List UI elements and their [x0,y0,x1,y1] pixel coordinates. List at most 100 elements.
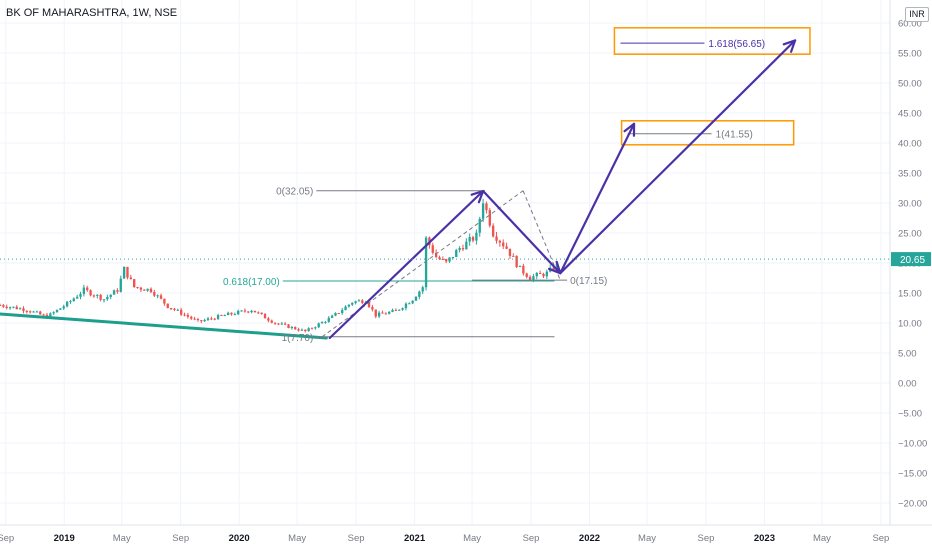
candle-body [226,312,230,316]
candle-body [216,315,220,320]
candle-body [75,296,79,299]
candle-body [196,319,200,321]
candle-body [401,308,404,310]
candle-body [5,306,8,309]
candle-body [538,273,542,275]
candle-body [471,237,475,241]
candle-body [324,321,327,323]
candle-body [515,255,518,267]
y-tick-label: 5.00 [898,349,917,360]
candle-body [273,322,277,324]
candle-body [163,298,166,304]
projection-arrow-3 [559,122,636,275]
candle-body [267,318,270,321]
candle-body [347,304,351,307]
fib-level-0-c-label: 0(17.15) [570,276,607,287]
currency-badge[interactable]: INR [905,7,929,22]
y-tick-label: −10.00 [898,439,927,450]
chart-grid [0,0,890,525]
candle-body [424,237,428,288]
candle-body [314,327,317,329]
candle-body [169,307,173,309]
y-tick-label: 10.00 [898,319,922,330]
candle-body [542,273,545,277]
candle-body [223,315,226,317]
candle-body [502,242,505,247]
candle-body [310,328,314,330]
candle-body [408,303,411,305]
candle-body [394,309,398,311]
x-tick-label: Sep [872,533,889,544]
y-tick-label: 40.00 [898,139,922,150]
candle-body [29,311,32,313]
y-tick-label: 15.00 [898,289,922,300]
y-tick-label: 30.00 [898,199,922,210]
candle-body [354,301,357,303]
candle-body [210,318,213,320]
candle-body [317,323,320,328]
candle-body [8,307,12,309]
fib-level-618-label: 0.618(17.00) [223,277,280,288]
candle-body [190,316,193,319]
x-tick-label: Sep [698,533,715,544]
candle-body [330,315,334,318]
candle-body [287,324,290,329]
y-tick-label: −20.00 [898,499,927,510]
y-tick-label: −5.00 [898,409,922,420]
candle-body [173,308,176,310]
candle-body [297,329,300,331]
candle-body [65,301,69,307]
candle-body [250,310,253,313]
candle-body [300,329,304,331]
candle-body [445,259,448,262]
candle-body [25,311,29,313]
y-tick-label: 50.00 [898,79,922,90]
candle-body [55,309,59,313]
projection-arrow-4 [559,39,797,275]
fib-ext-level-1-label: 1(41.55) [716,130,753,141]
candle-body [468,237,471,242]
candle-body [555,263,559,271]
candle-body [478,218,481,233]
candle-body [86,287,89,291]
candle-body [42,314,45,316]
candle-body [2,305,5,307]
candle-body [505,246,508,249]
candle-body [434,252,438,258]
candle-body [72,298,75,302]
candle-body [341,310,344,314]
candle-body [381,312,384,314]
candle-body [22,308,25,312]
candle-body [522,265,525,274]
target-box-2 [613,27,811,55]
candle-body [126,266,129,278]
candle-body [357,300,361,302]
candle-body [133,279,136,288]
candle-body [283,323,287,325]
candle-body [508,248,512,256]
candle-body [35,311,39,313]
x-tick-label: 2019 [54,533,75,544]
candle-body [166,303,169,308]
candle-body [448,257,451,262]
candle-body [79,293,82,297]
candle-body [475,232,478,241]
x-tick-label: Sep [172,533,189,544]
candle-body [59,308,62,310]
candle-body [485,203,488,211]
candle-body [153,292,156,296]
candle-body [441,259,445,261]
candle-body [491,225,495,237]
projection-arrow-3-head [623,122,636,137]
x-tick-label: Sep [0,533,14,544]
candle-body [260,312,263,314]
chart-drawings: 0(32.05) 1(7.70) 0.618(17.00) 0(17.15) 1(41.… [0,27,890,344]
candle-body [351,302,354,305]
last-price-badge [891,252,931,267]
candle-body [106,296,109,300]
candle-body [230,312,233,315]
candle-body [247,311,250,313]
candle-body [418,291,421,297]
